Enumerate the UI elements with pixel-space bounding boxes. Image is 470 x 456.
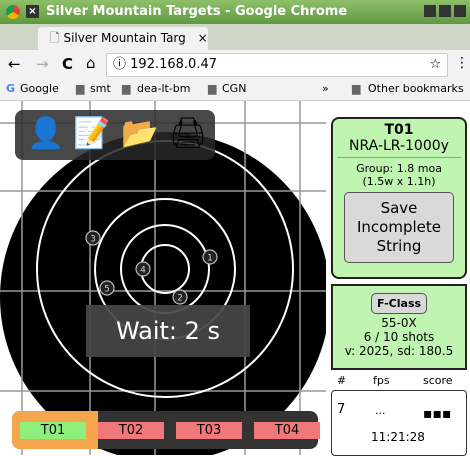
home[interactable]: ⌂ bbox=[86, 54, 96, 72]
target-tab[interactable]: T03 bbox=[176, 422, 242, 439]
menu[interactable]: ⋮ bbox=[455, 55, 469, 71]
target-id: T01 bbox=[333, 122, 465, 138]
shot-count: 6 / 10 shots bbox=[333, 330, 465, 344]
target-tab[interactable]: T01 bbox=[20, 422, 86, 439]
bookmark[interactable]: CGN bbox=[222, 78, 246, 100]
print-icon[interactable]: 🖨 bbox=[169, 116, 207, 151]
target-tab[interactable]: T02 bbox=[98, 422, 164, 439]
notes-icon[interactable]: 📝 bbox=[73, 116, 110, 151]
class-button[interactable]: F-Class bbox=[371, 293, 427, 314]
tab-title: Silver Mountain Targ bbox=[63, 31, 185, 45]
target-tab[interactable]: T04 bbox=[254, 422, 320, 439]
table-header: # bbox=[337, 374, 346, 387]
minimize[interactable] bbox=[424, 5, 436, 17]
bookmark[interactable]: dea-lt-bm bbox=[137, 78, 191, 100]
shot-label: 5 bbox=[104, 285, 110, 295]
chrome-icon bbox=[6, 5, 20, 19]
shot-label: 4 bbox=[140, 266, 146, 276]
score: 55-0X bbox=[333, 316, 465, 330]
table-header: fps bbox=[373, 374, 390, 387]
group-size: (1.5w x 1.1h) bbox=[333, 175, 465, 188]
window-title: Silver Mountain Targets - Google Chrome bbox=[46, 0, 347, 24]
folder-icon[interactable]: 📂 bbox=[121, 116, 158, 151]
close-window[interactable] bbox=[454, 5, 466, 17]
target-tabs: T01 T02 T03 T04 bbox=[12, 411, 318, 449]
bookmark[interactable]: Google bbox=[20, 78, 59, 100]
browser-tab[interactable]: 🗋 Silver Mountain Targ × bbox=[38, 27, 208, 50]
title-bar: × Silver Mountain Targets - Google Chrom… bbox=[0, 0, 470, 24]
shot-label: 2 bbox=[177, 294, 183, 304]
url: 192.168.0.47 bbox=[130, 57, 217, 72]
user-icon[interactable]: 👤 bbox=[27, 116, 64, 151]
shot-fps: ... bbox=[375, 404, 386, 417]
bookmarks-overflow[interactable]: » bbox=[322, 78, 329, 100]
table-header: score bbox=[423, 374, 453, 387]
maximize[interactable] bbox=[439, 5, 451, 17]
omnibox[interactable]: ⓘ 192.168.0.47 ☆ bbox=[106, 53, 448, 77]
course: NRA-LR-1000y bbox=[333, 138, 465, 154]
icon-toolbar: 👤 📝 📂 🖨 bbox=[15, 110, 215, 160]
bookmark-star[interactable]: ☆ bbox=[429, 54, 441, 76]
velocity: v: 2025, sd: 180.5 bbox=[333, 344, 465, 358]
back[interactable]: ← bbox=[8, 55, 21, 73]
shot-label: 1 bbox=[207, 254, 213, 264]
page: {"window":{"title":"Silver Mountain Targ… bbox=[0, 0, 470, 455]
reload[interactable]: C bbox=[62, 55, 73, 73]
stats-panel: F-Class 55-0X 6 / 10 shots v: 2025, sd: … bbox=[331, 284, 467, 370]
forward[interactable]: → bbox=[36, 55, 49, 73]
shot-score: ▪▪▪ bbox=[423, 406, 451, 422]
window-menu[interactable]: × bbox=[26, 5, 39, 18]
shot-label: 3 bbox=[90, 235, 96, 245]
bookmarks-bar: G Google ▆smt ▆dea-lt-bm ▆CGN » ▆Other b… bbox=[0, 78, 470, 101]
group: Group: 1.8 moa bbox=[337, 157, 461, 175]
shot-time: 11:21:28 bbox=[371, 430, 425, 444]
shot-number: 7 bbox=[337, 402, 345, 417]
other-bookmarks[interactable]: Other bookmarks bbox=[368, 78, 464, 100]
tab-close[interactable]: × bbox=[198, 31, 208, 45]
toolbar: ← → C ⌂ ⓘ 192.168.0.47 ☆ ⋮ bbox=[0, 50, 470, 78]
bookmark[interactable]: smt bbox=[90, 78, 111, 100]
save-button[interactable]: Save Incomplete String bbox=[344, 192, 454, 263]
info-panel: T01 NRA-LR-1000y Group: 1.8 moa (1.5w x … bbox=[331, 117, 467, 279]
wait-overlay: Wait: 2 s bbox=[86, 305, 250, 357]
